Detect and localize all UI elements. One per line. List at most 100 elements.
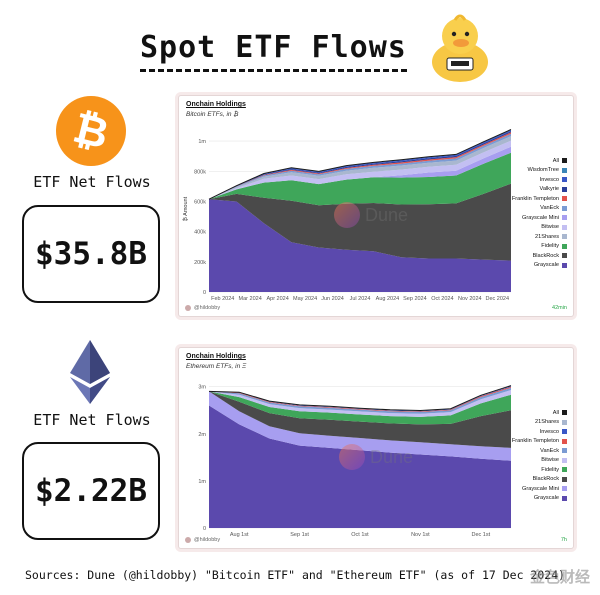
legend-label: BlackRock: [532, 252, 559, 259]
legend-label: Invesco: [539, 428, 559, 435]
legend-item[interactable]: All: [497, 156, 567, 166]
legend-item[interactable]: Invesco: [497, 175, 567, 185]
legend-label: Franklin Templeton: [511, 438, 559, 445]
legend-item[interactable]: Bitwise: [497, 223, 567, 233]
legend-swatch: [562, 467, 567, 473]
legend-label: Bitwise: [541, 224, 559, 231]
y-tick-label: 0: [203, 290, 206, 296]
y-axis-label: ₿ Amount: [182, 196, 189, 221]
legend-item[interactable]: Grayscale: [497, 261, 567, 271]
eth-chart-panel: Onchain Holdings Ethereum ETFs, in Ξ 0 1m…: [178, 347, 574, 549]
avatar: [185, 537, 191, 543]
btc-author-name: @hildobby: [194, 305, 221, 311]
legend-item[interactable]: Fidelity: [497, 465, 567, 475]
legend-swatch: [562, 186, 567, 192]
legend-item[interactable]: Grayscale: [497, 494, 567, 504]
x-tick-label: Jun 2024: [321, 296, 344, 302]
series-area-bitwise: [209, 390, 511, 417]
legend-item[interactable]: All: [497, 408, 567, 418]
eth-refresh: 7h: [560, 537, 567, 543]
legend-label: Bitwise: [541, 457, 559, 464]
legend-swatch: [562, 262, 567, 268]
duck-mascot-icon: [432, 14, 488, 82]
series-area-bitwise: [209, 140, 511, 200]
eth-legend: All 21Shares Invesco Franklin Templeton VanE…: [497, 408, 567, 503]
eth-flow-label: ETF Net Flows: [33, 411, 151, 429]
legend-item[interactable]: 21Shares: [497, 418, 567, 428]
legend-item[interactable]: VanEck: [497, 446, 567, 456]
x-tick-label: Jul 2024: [350, 296, 371, 302]
x-tick-label: May 2024: [293, 296, 317, 302]
legend-swatch: [562, 215, 567, 221]
x-tick-label: Oct 2024: [431, 296, 453, 302]
series-area-grayscale: [209, 199, 511, 292]
eth-author[interactable]: @hildobby: [185, 537, 220, 543]
legend-item[interactable]: 21Shares: [497, 232, 567, 242]
x-tick-label: Nov 2024: [458, 296, 482, 302]
eth-watermark-text: Dune: [370, 446, 414, 467]
legend-label: BlackRock: [532, 476, 559, 483]
eth-flow-value: $2.22B: [22, 442, 160, 540]
legend-swatch: [562, 448, 567, 454]
series-area-fidelity: [209, 152, 511, 206]
dune-logo-icon: [339, 444, 365, 470]
legend-swatch: [562, 224, 567, 230]
legend-swatch: [562, 234, 567, 240]
y-tick-label: 800k: [194, 169, 206, 175]
btc-chart-title: Onchain Holdings: [186, 101, 246, 108]
legend-swatch: [562, 196, 567, 202]
btc-legend: All WisdomTree Invesco Valkyrie Franklin Tem…: [497, 156, 567, 270]
x-tick-label: Sep 2024: [403, 296, 427, 302]
y-tick-label: 0: [203, 526, 206, 532]
legend-item[interactable]: VanEck: [497, 204, 567, 214]
legend-item[interactable]: BlackRock: [497, 475, 567, 485]
sources-note: Sources: Dune (@hildobby) "Bitcoin ETF" …: [25, 568, 566, 582]
x-tick-label: Feb 2024: [211, 296, 234, 302]
x-tick-label: Dec 1st: [471, 532, 490, 538]
btc-author[interactable]: @hildobby: [185, 305, 220, 311]
legend-item[interactable]: Franklin Templeton: [497, 194, 567, 204]
legend-item[interactable]: Grayscale Mini: [497, 213, 567, 223]
legend-swatch: [562, 457, 567, 463]
legend-swatch: [562, 476, 567, 482]
legend-label: VanEck: [540, 447, 559, 454]
legend-item[interactable]: Invesco: [497, 427, 567, 437]
x-tick-label: Oct 1st: [351, 532, 369, 538]
legend-label: Invesco: [539, 176, 559, 183]
legend-label: Grayscale: [533, 495, 559, 502]
series-area-grayscale-mini: [209, 391, 511, 461]
page-title: Spot ETF Flows: [140, 30, 407, 72]
legend-swatch: [562, 429, 567, 435]
eth-dune-watermark: Dune: [339, 444, 413, 470]
legend-swatch: [562, 243, 567, 249]
series-area-fidelity: [209, 391, 511, 425]
dune-logo-icon: [334, 202, 360, 228]
series-area-blackrock: [209, 391, 511, 448]
series-line-all: [208, 385, 512, 412]
legend-label: All: [552, 157, 559, 164]
legend-swatch: [562, 486, 567, 492]
btc-flow-value: $35.8B: [22, 205, 160, 303]
legend-item[interactable]: Grayscale Mini: [497, 484, 567, 494]
btc-chart-subtitle: Bitcoin ETFs, in ₿: [186, 111, 239, 118]
legend-swatch: [562, 410, 567, 416]
ethereum-icon: [70, 340, 110, 404]
legend-swatch: [562, 253, 567, 259]
legend-item[interactable]: Fidelity: [497, 242, 567, 252]
legend-item[interactable]: Bitwise: [497, 456, 567, 466]
legend-label: Grayscale: [533, 262, 559, 269]
legend-swatch: [562, 167, 567, 173]
btc-dune-watermark: Dune: [334, 202, 408, 228]
legend-item[interactable]: BlackRock: [497, 251, 567, 261]
x-tick-label: Mar 2024: [239, 296, 262, 302]
legend-label: WisdomTree: [527, 167, 560, 174]
btc-holdings-chart: 0 200k 400k 600k 800k 1m ₿ Amount Feb 2024 Mar 2…: [182, 129, 512, 302]
x-tick-label: Sep 1st: [290, 532, 309, 538]
legend-item[interactable]: WisdomTree: [497, 166, 567, 176]
legend-label: VanEck: [540, 205, 559, 212]
legend-swatch: [562, 419, 567, 425]
legend-item[interactable]: Franklin Templeton: [497, 437, 567, 447]
btc-refresh: 42min: [552, 305, 567, 311]
legend-item[interactable]: Valkyrie: [497, 185, 567, 195]
legend-swatch: [562, 495, 567, 501]
